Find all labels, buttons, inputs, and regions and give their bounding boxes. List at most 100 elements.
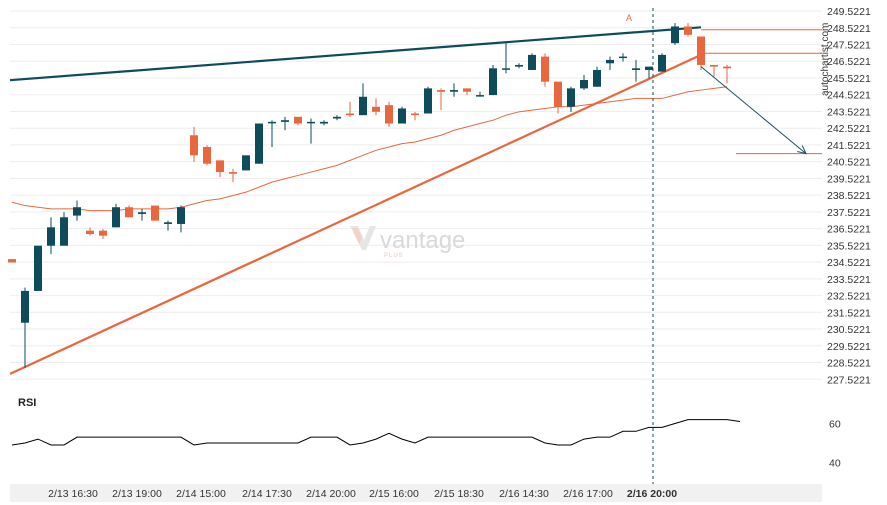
y-tick-label: 243.5221 [827,106,871,118]
candle [73,200,81,221]
candle [554,81,562,114]
candle [203,145,211,166]
candle-body [60,217,68,246]
y-tick-label: 228.5221 [827,358,871,370]
lower-trendline [9,53,702,375]
candle [229,168,237,183]
y-tick-label: 245.5221 [827,73,871,85]
candle-body [502,68,510,70]
candle-body [554,81,562,107]
candle-body [190,135,198,156]
candle [86,227,94,236]
candle-body [398,108,406,124]
candle-body [320,121,328,124]
y-tick-label: 238.5221 [827,190,871,202]
candle-body [424,88,432,114]
candle-body [164,222,172,224]
candle [190,126,198,163]
x-tick-label: 2/15 16:00 [369,488,419,500]
candle-body [346,113,354,116]
candle-body [281,120,289,122]
y-tick-label: 233.5221 [827,274,871,286]
candle-body [697,36,705,65]
candle [710,64,718,77]
rsi-line [11,419,741,446]
candle [541,53,549,87]
candle-body [242,155,250,171]
candle-body [73,207,81,216]
forecast-arrow-head [797,145,807,155]
candle-body [21,290,29,323]
candle-body [606,59,614,64]
candle-body [541,56,549,82]
candle [138,208,146,221]
y-tick-label: 247.5221 [827,39,871,51]
candle [398,106,406,124]
candle-body [294,116,302,124]
side-label: autochartist.com [820,23,831,96]
candle-body [151,205,159,221]
candle-body [203,146,211,164]
candle-body [658,54,666,72]
rsi-tick-label: 60 [829,419,841,431]
rsi-tick-label: 40 [829,458,841,470]
y-tick-label: 248.5221 [827,23,871,35]
candle-body [255,123,263,164]
candle-body [645,66,653,70]
vantage-logo-icon [350,226,376,250]
pattern-label: A [626,13,632,23]
candle [528,53,536,70]
candle-body [489,68,497,96]
candle [294,116,302,126]
candle-body [385,105,393,124]
candle [177,205,185,233]
candle-body [437,90,445,92]
candle [99,228,107,240]
grid [10,10,822,380]
candle-body [125,207,133,218]
candle-body [372,106,380,112]
candle [723,64,731,84]
candle-body [99,230,107,236]
candle-body [411,113,419,116]
candle [307,118,315,144]
candle-body [229,172,237,174]
x-tick-label: 2/13 19:00 [112,488,162,500]
candle-body [463,88,471,92]
candle-body [528,54,536,70]
candle-body [268,121,276,124]
candle-body [333,116,341,119]
y-tick-label: 230.5221 [827,324,871,336]
candle [216,160,224,178]
candle [125,205,133,218]
candle [580,74,588,91]
candle [60,212,68,246]
price-axis: 249.5221 248.5221 247.5221 246.5221 245.5221… [827,6,871,386]
candle-body [593,69,601,87]
candle-body [632,68,640,70]
candle [645,66,653,79]
candle [437,88,445,111]
candle [333,115,341,121]
candle [151,205,159,221]
candle [619,53,627,62]
candle-body [684,26,692,35]
candle-body [177,207,185,224]
levels [700,29,822,155]
y-tick-label: 229.5221 [827,341,871,353]
x-tick-label: 2/14 20:00 [306,488,356,500]
y-tick-label: 236.5221 [827,224,871,236]
candle [606,56,614,70]
candle [411,111,419,121]
candle [489,64,497,96]
candle [424,86,432,114]
x-tick-label: 2/15 18:30 [434,488,484,500]
x-tick-label: 2/13 16:30 [48,488,98,500]
time-axis-band [10,484,822,502]
x-tick-label: 2/16 14:30 [499,488,549,500]
y-tick-label: 231.5221 [827,307,871,319]
candle [21,287,29,368]
y-tick-label: 234.5221 [827,257,871,269]
candle [567,86,575,112]
candle [463,88,471,96]
